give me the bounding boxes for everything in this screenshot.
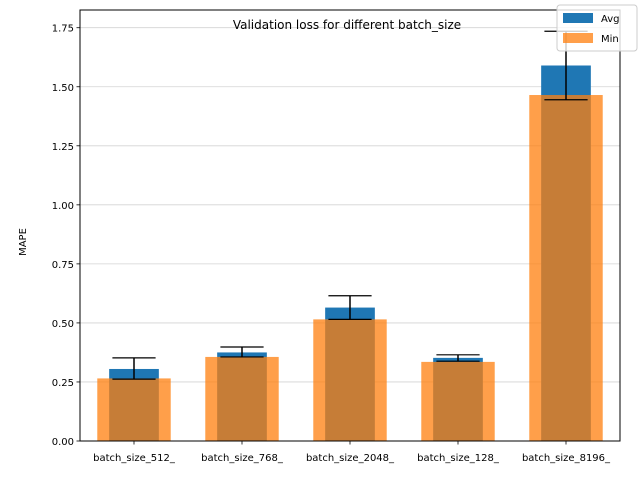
- bar-min: [421, 361, 495, 441]
- bar-min: [313, 319, 387, 441]
- x-tick-label: batch_size_768_: [201, 453, 284, 464]
- y-tick-label: 0.00: [52, 437, 74, 448]
- bar-min: [97, 378, 171, 441]
- y-tick-label: 0.25: [52, 378, 74, 389]
- x-tick-label: batch_size_512_: [93, 453, 176, 464]
- x-tick-label: batch_size_8196_: [522, 453, 611, 464]
- legend-swatch-avg: [563, 13, 593, 23]
- y-tick-label: 0.50: [52, 319, 74, 330]
- legend-swatch-min: [563, 33, 593, 43]
- legend: Avg Min: [556, 4, 638, 52]
- y-axis-label: MAPE: [18, 228, 29, 256]
- chart-title: Validation loss for different batch_size: [233, 18, 461, 32]
- x-tick-label: batch_size_128_: [417, 453, 500, 464]
- x-tick-label: batch_size_2048_: [306, 453, 395, 464]
- legend-frame: [556, 4, 638, 52]
- y-tick-label: 1.00: [52, 201, 74, 212]
- bar-min: [529, 95, 603, 442]
- y-axis: 0.00 0.25 0.50 0.75 1.00 1.25 1.50 1.75: [52, 24, 80, 448]
- x-axis: batch_size_512_ batch_size_768_ batch_size…: [93, 441, 611, 464]
- legend-label-avg: Avg: [601, 14, 620, 25]
- bars: [97, 65, 603, 442]
- legend-label-min: Min: [601, 34, 619, 45]
- y-tick-label: 1.25: [52, 142, 74, 153]
- y-tick-label: 1.50: [52, 83, 74, 94]
- bar-min: [205, 356, 279, 441]
- y-tick-label: 0.75: [52, 260, 74, 271]
- y-tick-label: 1.75: [52, 24, 74, 35]
